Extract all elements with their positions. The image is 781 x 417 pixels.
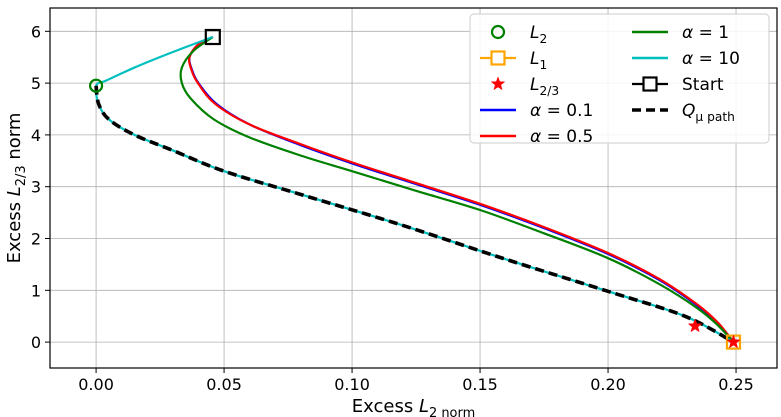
legend-handle [490,76,506,91]
legend-entry: L1 [480,49,547,72]
legend-label: L1 [530,49,547,72]
legend-entry: L2 [490,23,547,46]
legend-handle-marker [642,76,658,92]
plot-area [88,28,742,350]
marker-start [204,28,221,46]
marker-l2 [88,78,104,93]
legend-entry: L2/3 [490,75,559,98]
legend-label: α = 0.5 [530,127,593,147]
x-tick-label: 0.10 [334,375,370,394]
legend-label: α = 1 [682,23,729,43]
marker-l23 [687,318,703,333]
legend-entry: α = 0.5 [480,127,593,147]
y-tick-label: 1 [31,281,41,300]
legend-entry: α = 0.1 [480,101,593,121]
legend-entry: Qμ path [632,101,735,124]
legend-label: α = 10 [682,49,740,69]
legend-box [469,13,770,144]
series-line-q-path [94,85,735,344]
x-tick-label: 0.25 [718,375,754,394]
x-tick-label: 0.00 [78,375,114,394]
y-axis-label: Excess L2/3 norm [4,113,29,264]
y-tick-label: 3 [31,178,41,197]
x-tick-label: 0.15 [462,375,498,394]
y-tick-label: 4 [31,126,41,145]
y-tick-label: 0 [31,333,41,352]
legend-label: Start [682,75,724,95]
legend-label: L2/3 [530,75,559,98]
x-tick-label: 0.20 [590,375,626,394]
x-tick-label: 0.05 [206,375,242,394]
legend-handle [490,24,506,40]
series-line--0-5 [188,36,735,343]
legend: L2 L1 L2/3 α = 0.1 α = 0.5 α = 1 α = 10 Start Qμ… [469,13,770,147]
legend-label: L2 [530,23,547,46]
y-tick-label: 2 [31,230,41,249]
series-line--1 [179,36,735,343]
legend-label: Qμ path [682,101,735,124]
x-axis-label: Excess L2 norm [352,396,475,417]
y-tick-label: 6 [31,22,41,41]
marker-l23 [726,334,741,349]
legend-entry: Start [632,75,724,95]
legend-entry: α = 1 [632,23,729,43]
y-tick-label: 5 [31,74,41,93]
axis-ticks: 0.00 0.05 0.10 0.15 0.20 0.25 0 1 2 3 4 5 6 [31,22,754,394]
legend-label: α = 0.1 [530,101,593,121]
legend-entry: α = 10 [632,49,740,69]
legend-handle-marker [490,50,506,66]
plot-frame [49,7,778,369]
